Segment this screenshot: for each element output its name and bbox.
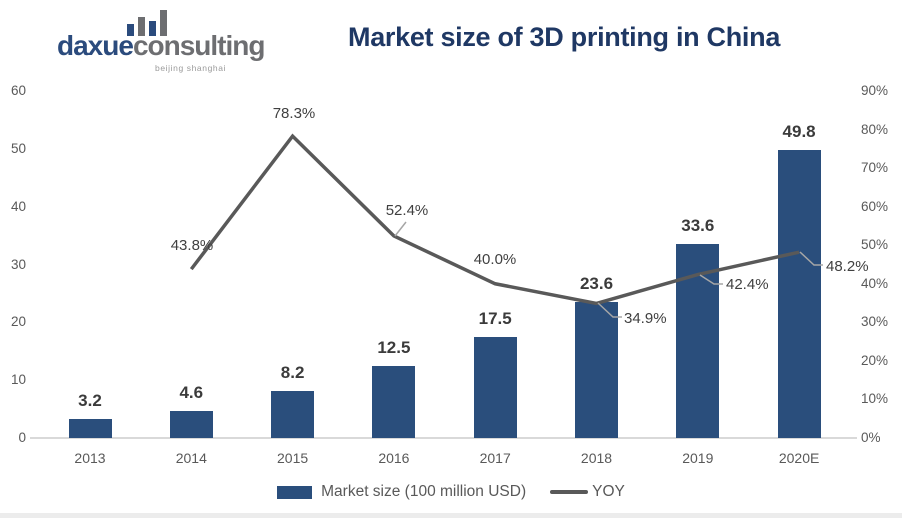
x-axis-label: 2017 [479,450,511,466]
right-axis-tick: 90% [861,83,889,98]
right-axis-tick: 70% [861,160,889,176]
x-axis-label: 2015 [277,450,309,466]
bar-value-label: 3.2 [78,391,102,411]
label-leader-line [394,221,407,237]
left-axis-tick: 40 [10,198,26,214]
bar-value-label: 23.6 [579,273,614,293]
x-axis-label: 2013 [74,450,106,466]
yoy-value-label: 42.4% [726,276,769,293]
yoy-value-label: 34.9% [624,310,667,327]
x-axis-label: 2016 [378,450,410,466]
bar-2020E [777,149,821,438]
x-axis-label: 2014 [175,450,207,466]
bar-2017 [473,336,517,438]
left-axis-tick: 30 [10,256,26,272]
left-axis-tick: 0 [18,430,26,445]
daxue-logo: daxueconsulting beijing shanghai [57,8,337,73]
right-axis-tick: 30% [861,314,889,330]
logo-brand-blue: daxue [57,30,134,61]
logo-bar-4 [160,10,167,36]
logo-barchart-icon [127,10,167,36]
bottom-window-edge [0,513,902,518]
left-axis-tick: 60 [10,83,26,98]
bar-2019 [676,243,720,438]
legend-bar-label: Market size (100 million USD) [321,483,527,500]
legend-line-label: YOY [592,483,625,500]
logo-bar-1 [127,24,134,36]
yoy-value-label: 52.4% [385,202,429,219]
left-axis-tick: 20 [10,314,26,330]
logo-brand-gray: consulting [132,30,266,61]
bar-2018 [575,301,618,438]
bar-2013 [68,419,112,438]
legend-line-swatch [550,490,589,494]
logo-wordmark: daxueconsulting [57,30,266,61]
legend: Market size (100 million USD) YOY [0,483,902,501]
logo-tagline: beijing shanghai [155,63,227,73]
right-axis-tick: 20% [861,352,889,368]
logo-bar-3 [149,21,156,36]
bar-2014 [169,411,213,438]
bar-value-label: 49.8 [782,121,816,141]
legend-bar-swatch [277,485,313,499]
right-axis-tick: 80% [861,121,889,137]
right-axis-tick: 0% [861,430,881,445]
left-axis-tick: 50 [10,140,26,156]
logo-bar-2 [138,17,145,36]
x-axis-label: 2019 [682,450,714,466]
x-axis-label: 2018 [580,450,613,466]
bar-2015 [271,390,315,438]
right-axis-tick: 60% [861,198,889,214]
x-axis-label: 2020E [778,450,820,466]
bar-2016 [372,365,416,438]
bar-value-label: 4.6 [179,383,204,403]
bar-value-label: 17.5 [478,308,512,328]
yoy-value-label: 48.2% [826,258,869,275]
right-axis-tick: 40% [861,275,889,291]
right-axis-tick: 10% [861,391,889,407]
bar-value-label: 12.5 [377,337,411,357]
bar-value-label: 8.2 [280,362,305,382]
yoy-value-label: 40.0% [473,251,517,268]
chart-title: Market size of 3D printing in China [348,22,781,52]
right-axis-tick: 50% [861,237,889,253]
x-axis-line [30,437,857,439]
bar-value-label: 33.6 [681,215,715,235]
yoy-value-label: 43.8% [170,237,214,254]
yoy-value-label: 78.3% [272,105,316,122]
left-axis-tick: 10 [10,372,26,388]
